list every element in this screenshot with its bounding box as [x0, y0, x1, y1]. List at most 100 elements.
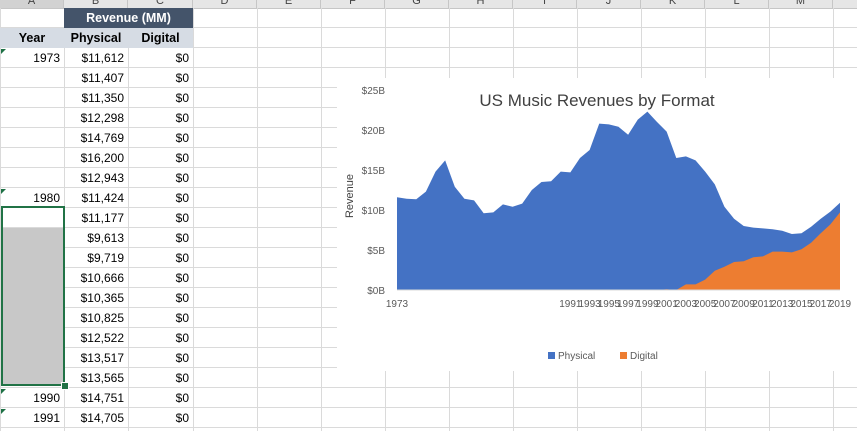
column-header-l[interactable]: L: [705, 0, 769, 8]
x-tick-label: 1993: [578, 299, 601, 310]
cell-year[interactable]: [0, 208, 64, 228]
cell-digital[interactable]: $0: [175, 371, 189, 385]
cell-physical[interactable]: $14,769: [80, 131, 124, 145]
column-header-g[interactable]: G: [385, 0, 449, 8]
cell-year[interactable]: 1991: [33, 411, 60, 425]
cell-year[interactable]: [0, 248, 64, 268]
series-digital-area[interactable]: [397, 212, 840, 290]
selected-range-fill: [3, 228, 63, 384]
cell-year[interactable]: [0, 108, 64, 128]
cell-digital[interactable]: $0: [175, 231, 189, 245]
series-physical-area[interactable]: [397, 111, 840, 290]
cell-digital[interactable]: $0: [175, 391, 189, 405]
legend-digital-swatch: [620, 352, 627, 359]
cell-digital[interactable]: $0: [175, 51, 189, 65]
cell-year[interactable]: 1973: [33, 51, 60, 65]
column-header-a[interactable]: A: [0, 0, 64, 8]
cell-year[interactable]: [0, 228, 64, 248]
y-tick-label: $20B: [362, 126, 386, 137]
gridline: [0, 427, 857, 428]
column-header-i[interactable]: I: [513, 0, 577, 8]
cell-year[interactable]: [0, 148, 64, 168]
column-header-b[interactable]: B: [64, 0, 128, 8]
selected-range-border[interactable]: [1, 206, 65, 386]
header-digital[interactable]: Digital: [128, 28, 193, 48]
cell-digital[interactable]: $0: [175, 211, 189, 225]
cell-physical[interactable]: $12,522: [80, 331, 124, 345]
cell-physical[interactable]: $11,424: [81, 191, 125, 205]
cell-digital[interactable]: $0: [175, 311, 189, 325]
cell-year[interactable]: [0, 88, 64, 108]
cell-digital[interactable]: $0: [175, 191, 189, 205]
cell-physical[interactable]: $13,565: [80, 371, 124, 385]
x-tick-label: 2001: [656, 299, 679, 310]
gridline: [193, 8, 194, 431]
x-tick-label: 2009: [733, 299, 756, 310]
legend-digital-label[interactable]: Digital: [630, 351, 658, 362]
x-tick-label: 2015: [790, 299, 813, 310]
y-tick-label: $5B: [367, 246, 385, 257]
header-physical[interactable]: Physical: [64, 28, 128, 48]
x-tick-label: 2019: [829, 299, 852, 310]
cell-year[interactable]: [0, 128, 64, 148]
cell-physical[interactable]: $10,825: [80, 311, 124, 325]
column-header-d[interactable]: D: [193, 0, 257, 8]
cell-digital[interactable]: $0: [175, 331, 189, 345]
fill-handle[interactable]: [61, 382, 69, 390]
cell-year[interactable]: [0, 308, 64, 328]
cell-year[interactable]: [0, 268, 64, 288]
cell-year[interactable]: 1980: [33, 191, 60, 205]
spreadsheet-grid[interactable]: Revenue (MM) Year Physical Digital 1973 $…: [0, 8, 857, 431]
cell-physical[interactable]: $10,666: [80, 271, 124, 285]
gridline: [321, 8, 322, 431]
column-header-c[interactable]: C: [128, 0, 193, 8]
cell-digital[interactable]: $0: [175, 271, 189, 285]
cell-physical[interactable]: $11,407: [81, 71, 125, 85]
cell-digital[interactable]: $0: [175, 171, 189, 185]
x-tick-label: 2005: [694, 299, 717, 310]
cell-digital[interactable]: $0: [175, 111, 189, 125]
header-year[interactable]: Year: [0, 28, 64, 48]
cell-year[interactable]: [0, 348, 64, 368]
cell-physical[interactable]: $16,200: [80, 151, 124, 165]
cell-year[interactable]: [0, 368, 64, 388]
cell-digital[interactable]: $0: [175, 351, 189, 365]
column-header-h[interactable]: H: [449, 0, 513, 8]
column-header-f[interactable]: F: [321, 0, 385, 8]
cell-physical[interactable]: $12,943: [80, 171, 124, 185]
cell-physical[interactable]: $9,613: [87, 231, 124, 245]
cell-physical[interactable]: $11,612: [81, 51, 125, 65]
group-header-revenue[interactable]: Revenue (MM): [64, 8, 193, 28]
cell-year[interactable]: [0, 328, 64, 348]
cell-physical[interactable]: $10,365: [80, 291, 124, 305]
cell-physical[interactable]: $12,298: [80, 111, 124, 125]
column-header-j[interactable]: J: [577, 0, 641, 8]
cell-physical[interactable]: $14,751: [80, 391, 124, 405]
x-tick-label: 2007: [713, 299, 736, 310]
chart-area[interactable]: US Music Revenues by Format Revenue $0B $…: [337, 78, 857, 371]
cell-digital[interactable]: $0: [175, 411, 189, 425]
column-header-k[interactable]: K: [641, 0, 705, 8]
cell-physical[interactable]: $14,705: [80, 411, 124, 425]
cell-digital[interactable]: $0: [175, 291, 189, 305]
cell-digital[interactable]: $0: [175, 151, 189, 165]
cell-year[interactable]: [0, 288, 64, 308]
cell-physical[interactable]: $11,350: [81, 91, 125, 105]
cell-physical[interactable]: $11,177: [81, 211, 125, 225]
cell-digital[interactable]: $0: [175, 251, 189, 265]
cell-physical[interactable]: $9,719: [87, 251, 124, 265]
column-header-e[interactable]: E: [257, 0, 321, 8]
cell-year[interactable]: [0, 168, 64, 188]
cell-digital[interactable]: $0: [175, 71, 189, 85]
cell-digital[interactable]: $0: [175, 91, 189, 105]
cell-digital[interactable]: $0: [175, 131, 189, 145]
cell-year[interactable]: [0, 68, 64, 88]
legend-physical-label[interactable]: Physical: [558, 351, 595, 362]
y-axis-label: Revenue: [344, 174, 356, 218]
column-header-m[interactable]: M: [769, 0, 833, 8]
x-tick-label: 2013: [771, 299, 794, 310]
cell-year[interactable]: 1990: [33, 391, 60, 405]
error-indicator-icon: [1, 49, 6, 54]
cell-physical[interactable]: $13,517: [80, 351, 124, 365]
